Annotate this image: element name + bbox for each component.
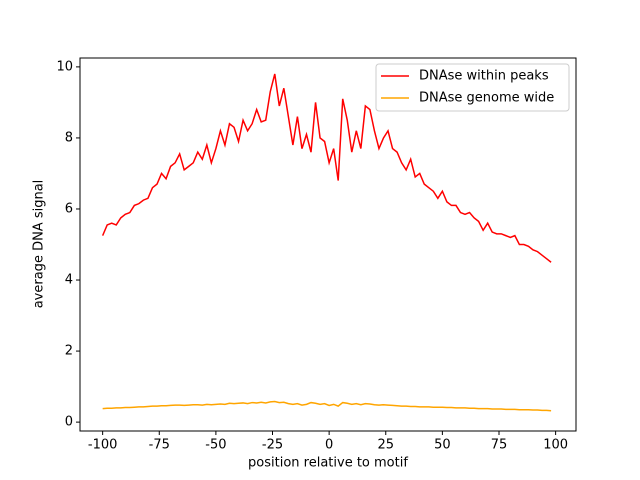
x-tick-label: -50 (205, 438, 226, 453)
data-line (101, 73, 552, 263)
y-axis-label: average DNA signal (32, 180, 47, 309)
data-line (102, 400, 552, 412)
x-tick-label: 0 (325, 438, 333, 453)
x-tick-label: 25 (377, 438, 394, 453)
x-axis-label: position relative to motif (248, 456, 408, 471)
legend-box (375, 63, 570, 112)
y-tick-label: 6 (65, 201, 73, 216)
y-tick-label: 10 (56, 59, 73, 74)
x-tick-label: -100 (88, 438, 118, 453)
x-tick-label: 75 (491, 438, 508, 453)
x-tick-label: 100 (543, 438, 568, 453)
y-tick-label: 4 (65, 273, 73, 288)
legend-label: DNAse genome wide (419, 91, 554, 106)
legend-label: DNAse within peaks (419, 69, 549, 84)
plot-frame (79, 57, 577, 432)
y-tick-label: 2 (65, 344, 73, 359)
x-tick-label: -75 (149, 438, 170, 453)
y-tick-label: 8 (65, 130, 73, 145)
x-tick-label: -25 (262, 438, 283, 453)
x-tick-label: 50 (434, 438, 451, 453)
y-tick-label: 0 (65, 415, 73, 430)
